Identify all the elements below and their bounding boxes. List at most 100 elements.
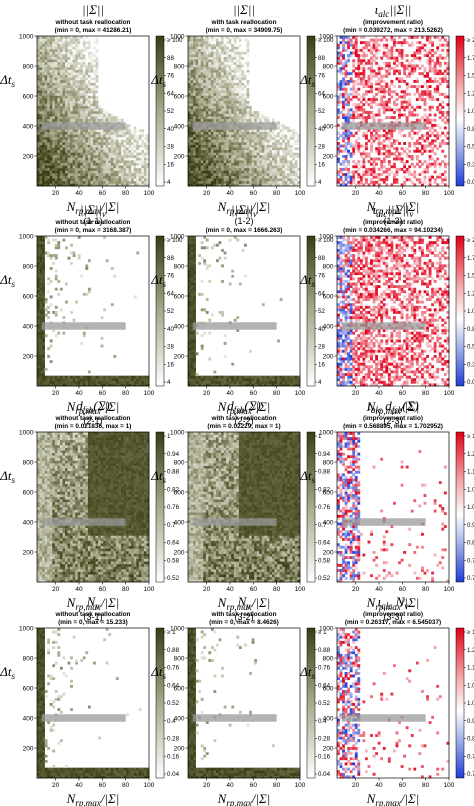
heatmap-cell [297, 183, 301, 187]
heatmap-cell [77, 108, 81, 112]
heatmap-cell [65, 118, 68, 122]
heatmap-cell [238, 46, 242, 50]
heatmap-cell [72, 147, 76, 151]
heatmap-cell [105, 149, 109, 153]
heatmap-cell [188, 111, 191, 114]
heatmap-cell [205, 165, 209, 169]
heatmap-cell [77, 69, 81, 73]
heatmap-cell [77, 149, 81, 153]
heatmap-cell [121, 139, 124, 143]
heatmap-cell [93, 147, 96, 151]
heatmap-cell [205, 116, 209, 120]
heatmap-cell [375, 48, 379, 52]
heatmap-cell [57, 134, 61, 138]
heatmap-cell [39, 82, 43, 86]
heatmap-cell [272, 144, 275, 148]
heatmap-cell [47, 51, 51, 55]
heatmap-cell [357, 72, 361, 76]
heatmap-cell [231, 134, 235, 138]
heatmap-cell [238, 72, 242, 76]
heatmap-cell [198, 139, 202, 143]
heatmap-cell [85, 154, 89, 158]
heatmap-cell [67, 48, 71, 52]
heatmap-cell [70, 149, 73, 153]
heatmap-cell [37, 67, 40, 70]
heatmap-cell [277, 136, 280, 140]
heatmap-cell [193, 87, 196, 91]
heatmap-cell [277, 98, 280, 101]
heatmap-cell [344, 113, 348, 117]
heatmap-cell [375, 149, 379, 153]
heatmap-cell [136, 56, 140, 60]
heatmap-cell [39, 38, 43, 42]
heatmap-cell [65, 162, 68, 166]
heatmap-cell [403, 170, 407, 174]
heatmap-cell [75, 67, 79, 70]
heatmap-cell [284, 134, 288, 138]
heatmap-cell [231, 51, 235, 55]
heatmap-cell [266, 113, 270, 117]
heatmap-cell [405, 105, 409, 109]
heatmap-cell [57, 178, 61, 182]
heatmap-cell [49, 170, 53, 174]
heatmap-cell [347, 41, 351, 45]
heatmap-cell [266, 170, 270, 174]
heatmap-cell [57, 180, 61, 184]
heatmap-cell [210, 157, 214, 161]
heatmap-cell [347, 111, 351, 114]
heatmap-cell [266, 167, 270, 171]
heatmap-cell [54, 154, 58, 158]
heatmap-cell [123, 180, 127, 184]
heatmap-cell [115, 105, 119, 109]
heatmap-cell [82, 77, 86, 81]
heatmap-cell [93, 165, 96, 169]
heatmap-cell [121, 157, 124, 161]
heatmap-cell [54, 90, 58, 94]
heatmap-cell [52, 157, 56, 161]
heatmap-cell [82, 59, 86, 63]
heatmap-cell [198, 69, 202, 73]
heatmap-cell [231, 142, 235, 145]
heatmap-cell [216, 95, 219, 99]
heatmap-cell [210, 56, 214, 60]
heatmap-cell [292, 149, 296, 153]
heatmap-cell [216, 165, 219, 169]
heatmap-cell [44, 105, 48, 109]
heatmap-cell [98, 142, 101, 145]
heatmap-cell [57, 149, 61, 153]
heatmap-cell [198, 162, 202, 166]
heatmap-cell [264, 178, 268, 182]
heatmap-cell [216, 82, 219, 86]
heatmap-cell [236, 147, 240, 151]
heatmap-cell [198, 108, 202, 112]
heatmap-cell [337, 178, 340, 182]
heatmap-cell [382, 54, 386, 57]
heatmap-cell [246, 160, 250, 164]
heatmap-cell [42, 178, 45, 182]
heatmap-cell [256, 67, 260, 70]
heatmap-cell [198, 173, 202, 176]
heatmap-cell [259, 85, 263, 89]
heatmap-cell [195, 95, 199, 99]
heatmap-cell [390, 38, 394, 42]
heatmap-cell [264, 152, 268, 156]
heatmap-cell [93, 64, 96, 68]
heatmap-cell [75, 152, 79, 156]
heatmap-cell [118, 64, 122, 68]
heatmap-cell [77, 118, 81, 122]
heatmap-cell [49, 113, 53, 117]
heatmap-cell [72, 160, 76, 164]
heatmap-cell [233, 48, 237, 52]
heatmap-cell [47, 38, 51, 42]
heatmap-cell [367, 90, 371, 94]
heatmap-cell [59, 38, 63, 42]
heatmap-cell [90, 157, 94, 161]
heatmap-cell [238, 108, 242, 112]
heatmap-cell [126, 147, 129, 151]
heatmap-cell [210, 103, 214, 107]
heatmap-cell [143, 178, 147, 182]
heatmap-cell [221, 103, 224, 107]
heatmap-cell [236, 98, 240, 101]
heatmap-cell [67, 165, 71, 169]
heatmap-cell [393, 175, 396, 179]
